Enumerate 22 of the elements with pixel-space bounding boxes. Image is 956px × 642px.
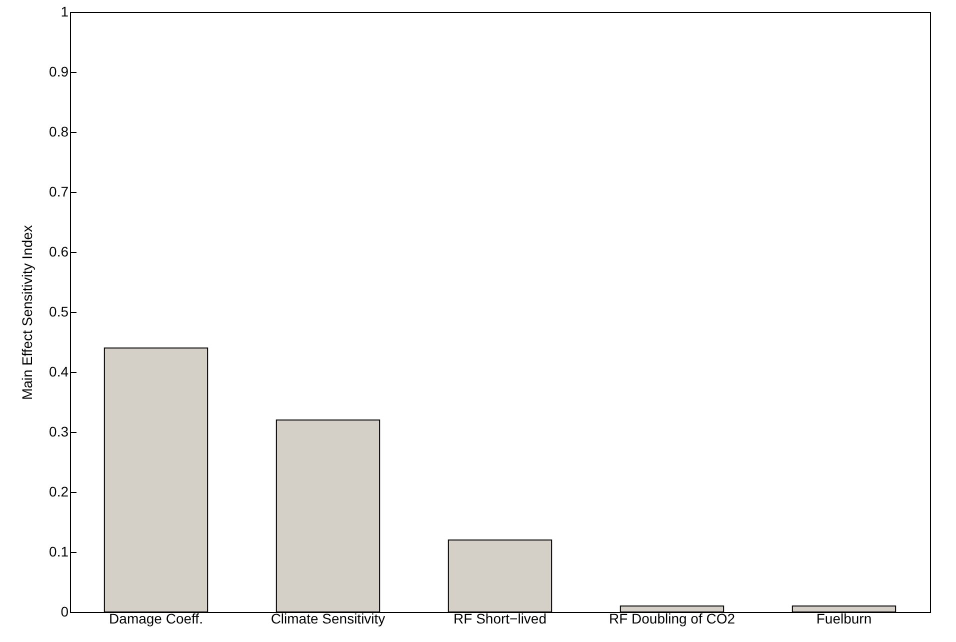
bar bbox=[276, 420, 380, 612]
y-tick-label: 0.9 bbox=[49, 64, 69, 80]
bar bbox=[620, 606, 724, 612]
bar bbox=[104, 348, 208, 612]
y-tick-label: 1 bbox=[60, 4, 69, 20]
y-tick-label: 0.6 bbox=[49, 244, 69, 260]
y-tick-label: 0.4 bbox=[49, 364, 69, 380]
y-tick-label: 0.7 bbox=[49, 184, 69, 200]
bar bbox=[448, 540, 552, 612]
x-tick-label: RF Short−lived bbox=[454, 610, 546, 626]
x-tick-label: Climate Sensitivity bbox=[270, 610, 386, 626]
x-tick-label: Damage Coeff. bbox=[109, 610, 203, 626]
x-tick-label: Fuelburn bbox=[816, 610, 872, 626]
y-tick-label: 0.3 bbox=[49, 424, 69, 440]
bar bbox=[792, 606, 896, 612]
y-tick-label: 0.1 bbox=[49, 544, 69, 560]
y-tick-label: 0.2 bbox=[49, 484, 69, 500]
y-tick-label: 0 bbox=[60, 604, 69, 620]
y-axis-title: Main Effect Sensitivity Index bbox=[19, 225, 36, 400]
y-tick-label: 0.5 bbox=[49, 304, 69, 320]
y-tick-label: 0.8 bbox=[49, 124, 69, 140]
x-tick-label: RF Doubling of CO2 bbox=[608, 610, 736, 626]
